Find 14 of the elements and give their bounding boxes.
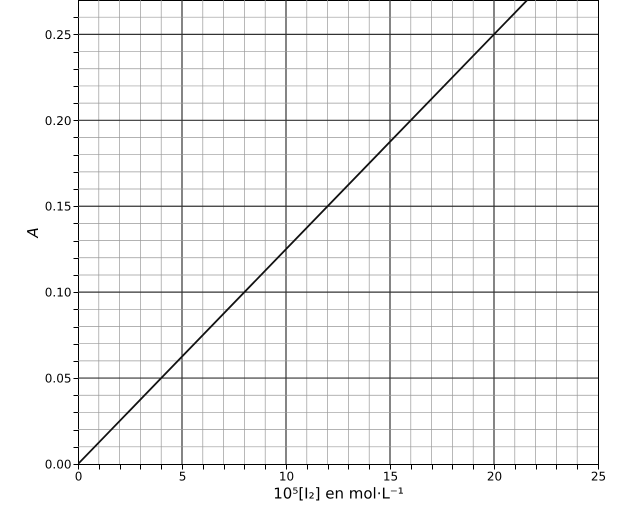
y-tick-label: 0.15 (44, 200, 72, 214)
x-tick-label: 5 (178, 470, 186, 484)
y-tick-label: 0.20 (44, 114, 72, 128)
x-axis-title: 10⁵[I₂] en mol·L⁻¹ (273, 484, 404, 502)
y-tick-label: 0.05 (44, 372, 72, 386)
y-tick-label: 0.00 (44, 458, 72, 472)
x-tick-label: 25 (590, 470, 606, 484)
x-tick-label: 10 (278, 470, 294, 484)
x-tick-label: 0 (74, 470, 82, 484)
y-axis-title: A (24, 227, 42, 239)
y-tick-label: 0.10 (44, 286, 72, 300)
x-tick-label: 20 (486, 470, 502, 484)
x-tick-label: 15 (382, 470, 398, 484)
y-tick-label: 0.25 (44, 28, 72, 42)
